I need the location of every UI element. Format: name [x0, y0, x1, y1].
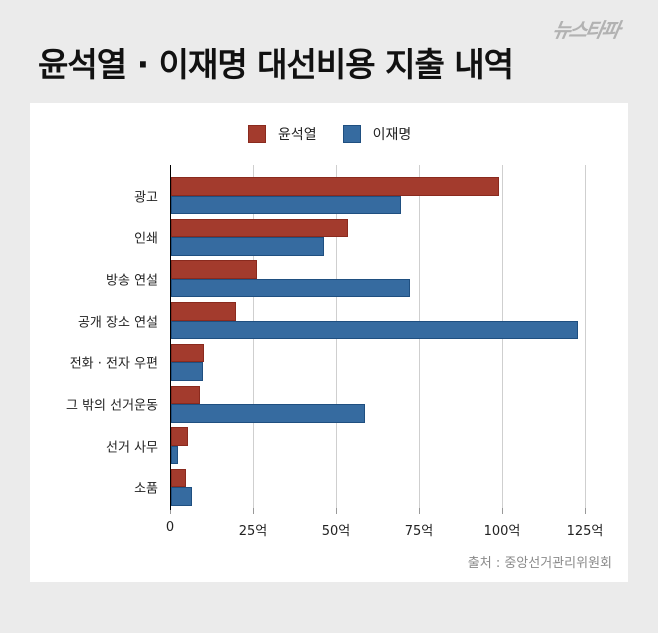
- x-tick-label: 50억: [321, 524, 351, 539]
- x-tick-label: 75억: [404, 524, 434, 539]
- bar-yoon: [171, 218, 348, 238]
- category-label: 광고: [134, 190, 158, 205]
- legend-item-yoon: 윤석열: [248, 124, 317, 144]
- legend-swatch-blue: [342, 125, 361, 143]
- bar-lee: [171, 445, 178, 465]
- legend: 윤석열 이재명: [248, 124, 437, 144]
- page-title: 윤석열 · 이재명 대선비용 지출 내역: [38, 45, 514, 84]
- bar-lee: [171, 404, 365, 423]
- category-label: 그 밖의 선거운동: [66, 398, 158, 414]
- category-label: 전화 · 전자 우편: [69, 356, 158, 372]
- gridline: [585, 165, 586, 510]
- category-label: 공개 장소 연설: [77, 315, 158, 331]
- chart-card: [30, 103, 628, 582]
- x-tick-label: 100억: [483, 524, 521, 539]
- bar-yoon: [171, 302, 236, 321]
- legend-label: 윤석열: [278, 127, 317, 143]
- legend-swatch-red: [248, 125, 266, 143]
- x-tick-label: 25억: [238, 524, 268, 539]
- x-tick: [170, 508, 171, 514]
- bar-yoon: [171, 343, 205, 363]
- x-tick: [585, 508, 586, 514]
- bar-yoon: [171, 468, 186, 488]
- y-axis-line: [170, 165, 171, 510]
- x-tick-label: 125억: [566, 524, 604, 539]
- bar-lee: [171, 195, 401, 214]
- newstapa-logo: 뉴스타파: [550, 18, 621, 42]
- bar-lee: [171, 320, 579, 340]
- x-tick-label: 0: [165, 520, 175, 535]
- bar-yoon: [171, 260, 257, 279]
- bar-lee: [171, 278, 411, 298]
- x-tick: [336, 508, 337, 514]
- bar-yoon: [171, 177, 500, 196]
- legend-item-lee: 이재명: [342, 124, 412, 144]
- x-tick: [253, 508, 254, 514]
- x-tick: [502, 508, 503, 514]
- bar-lee: [171, 362, 204, 381]
- category-label: 소품: [134, 481, 158, 497]
- category-label: 인쇄: [134, 231, 158, 247]
- category-label: 선거 사무: [106, 440, 158, 456]
- x-tick: [419, 508, 420, 514]
- source-note: 출처 : 중앙선거관리위원회: [467, 556, 612, 571]
- bar-lee: [171, 487, 192, 506]
- category-label: 방송 연설: [106, 273, 158, 289]
- bar-lee: [171, 237, 324, 256]
- legend-label: 이재명: [372, 127, 412, 143]
- bar-yoon: [171, 427, 188, 446]
- bar-yoon: [171, 385, 200, 404]
